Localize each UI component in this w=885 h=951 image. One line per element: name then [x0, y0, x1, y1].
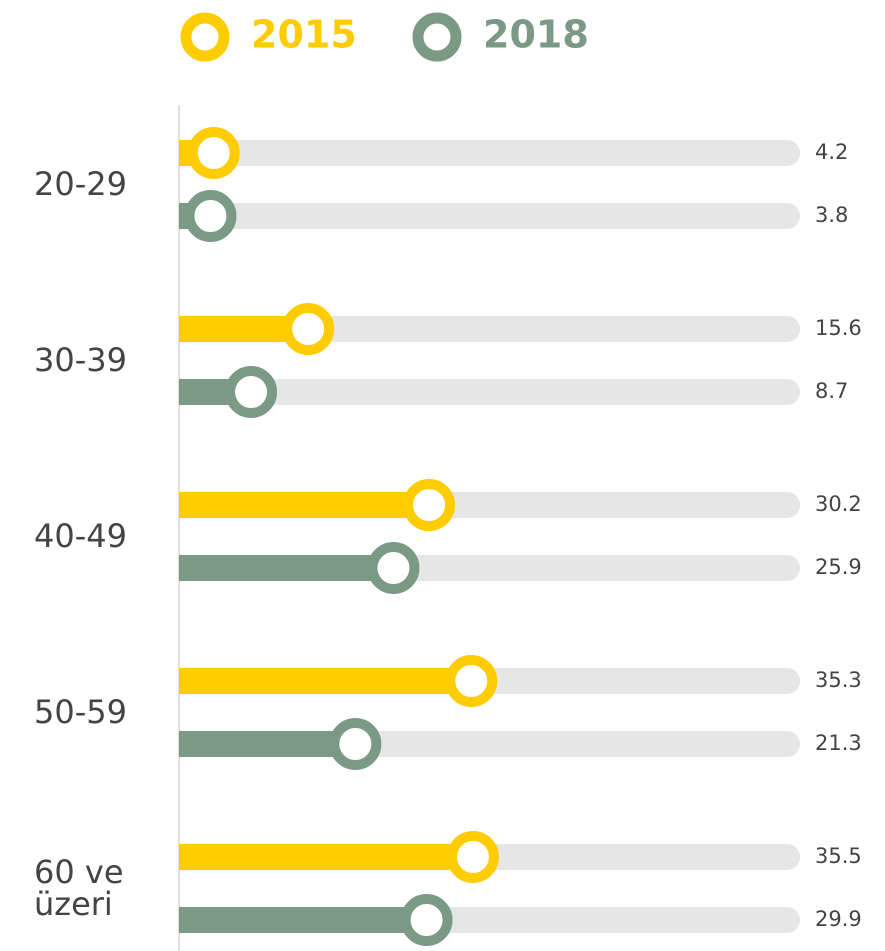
legend-marker [180, 12, 230, 62]
track [179, 316, 800, 342]
bar [179, 731, 356, 757]
marker [184, 190, 237, 242]
marker [446, 831, 499, 883]
marker [282, 303, 335, 355]
bar [179, 668, 472, 694]
marker [187, 127, 240, 179]
bar [179, 492, 430, 518]
legend-label: 2018 [483, 13, 589, 57]
category-label: 60 ve üzeri [34, 853, 124, 923]
value-label: 35.3 [815, 668, 862, 692]
marker [445, 655, 498, 707]
category-label: 30-39 [34, 341, 127, 379]
value-label: 29.9 [815, 907, 862, 931]
track [179, 203, 800, 229]
value-label: 4.2 [815, 140, 848, 164]
bar [179, 555, 394, 581]
bar [179, 907, 427, 933]
value-label: 25.9 [815, 555, 862, 579]
bar [179, 844, 473, 870]
value-label: 15.6 [815, 316, 862, 340]
category-label: 20-29 [34, 165, 127, 203]
legend-label: 2015 [251, 13, 357, 57]
track [179, 140, 800, 166]
category-label: 40-49 [34, 517, 127, 555]
value-label: 21.3 [815, 731, 862, 755]
marker [403, 479, 456, 531]
category-label: 50-59 [34, 693, 127, 731]
legend-marker [412, 12, 462, 62]
track [179, 379, 800, 405]
marker [400, 894, 453, 946]
marker [225, 366, 278, 418]
marker [329, 718, 382, 770]
value-label: 3.8 [815, 203, 848, 227]
value-label: 8.7 [815, 379, 848, 403]
value-label: 30.2 [815, 492, 862, 516]
value-label: 35.5 [815, 844, 862, 868]
marker [367, 542, 420, 594]
